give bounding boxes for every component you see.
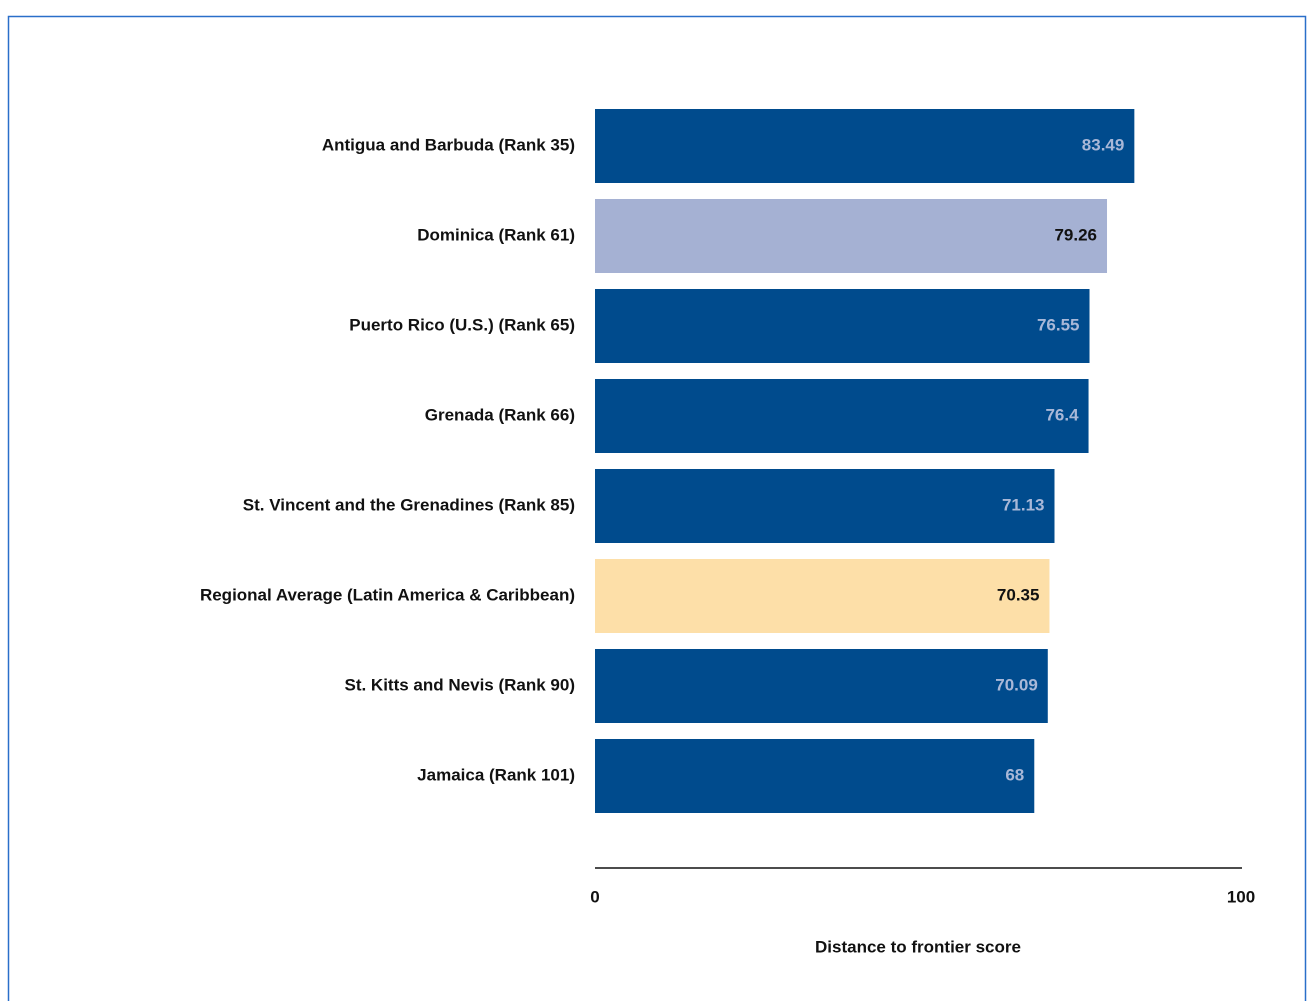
- y-tick-label: St. Kitts and Nevis (Rank 90): [344, 675, 575, 694]
- x-tick-label: 0: [590, 887, 599, 906]
- bar: [595, 469, 1055, 543]
- y-tick-label: Jamaica (Rank 101): [417, 765, 575, 784]
- bar: [595, 289, 1090, 363]
- bar: [595, 199, 1108, 273]
- x-axis-title: Distance to frontier score: [815, 937, 1021, 956]
- bar: [595, 739, 1035, 813]
- y-tick-label: Grenada (Rank 66): [425, 405, 575, 424]
- bar: [595, 649, 1048, 723]
- bar: [595, 559, 1050, 633]
- value-label: 76.55: [1037, 315, 1080, 334]
- frame: [7, 15, 1307, 1001]
- y-tick-label: Regional Average (Latin America & Caribb…: [200, 585, 575, 604]
- x-tick-label: 100: [1227, 887, 1255, 906]
- y-tick-label: Dominica (Rank 61): [417, 225, 575, 244]
- bar: [595, 109, 1135, 183]
- value-label: 71.13: [1002, 495, 1045, 514]
- value-label: 76.4: [1045, 405, 1079, 424]
- value-label: 68: [1005, 765, 1024, 784]
- y-tick-label: Puerto Rico (U.S.) (Rank 65): [349, 315, 575, 334]
- value-label: 70.09: [995, 675, 1038, 694]
- value-label: 70.35: [997, 585, 1040, 604]
- bar: [595, 379, 1089, 453]
- y-tick-label: St. Vincent and the Grenadines (Rank 85): [243, 495, 575, 514]
- value-label: 83.49: [1082, 135, 1125, 154]
- value-label: 79.26: [1054, 225, 1097, 244]
- y-tick-label: Antigua and Barbuda (Rank 35): [322, 135, 575, 154]
